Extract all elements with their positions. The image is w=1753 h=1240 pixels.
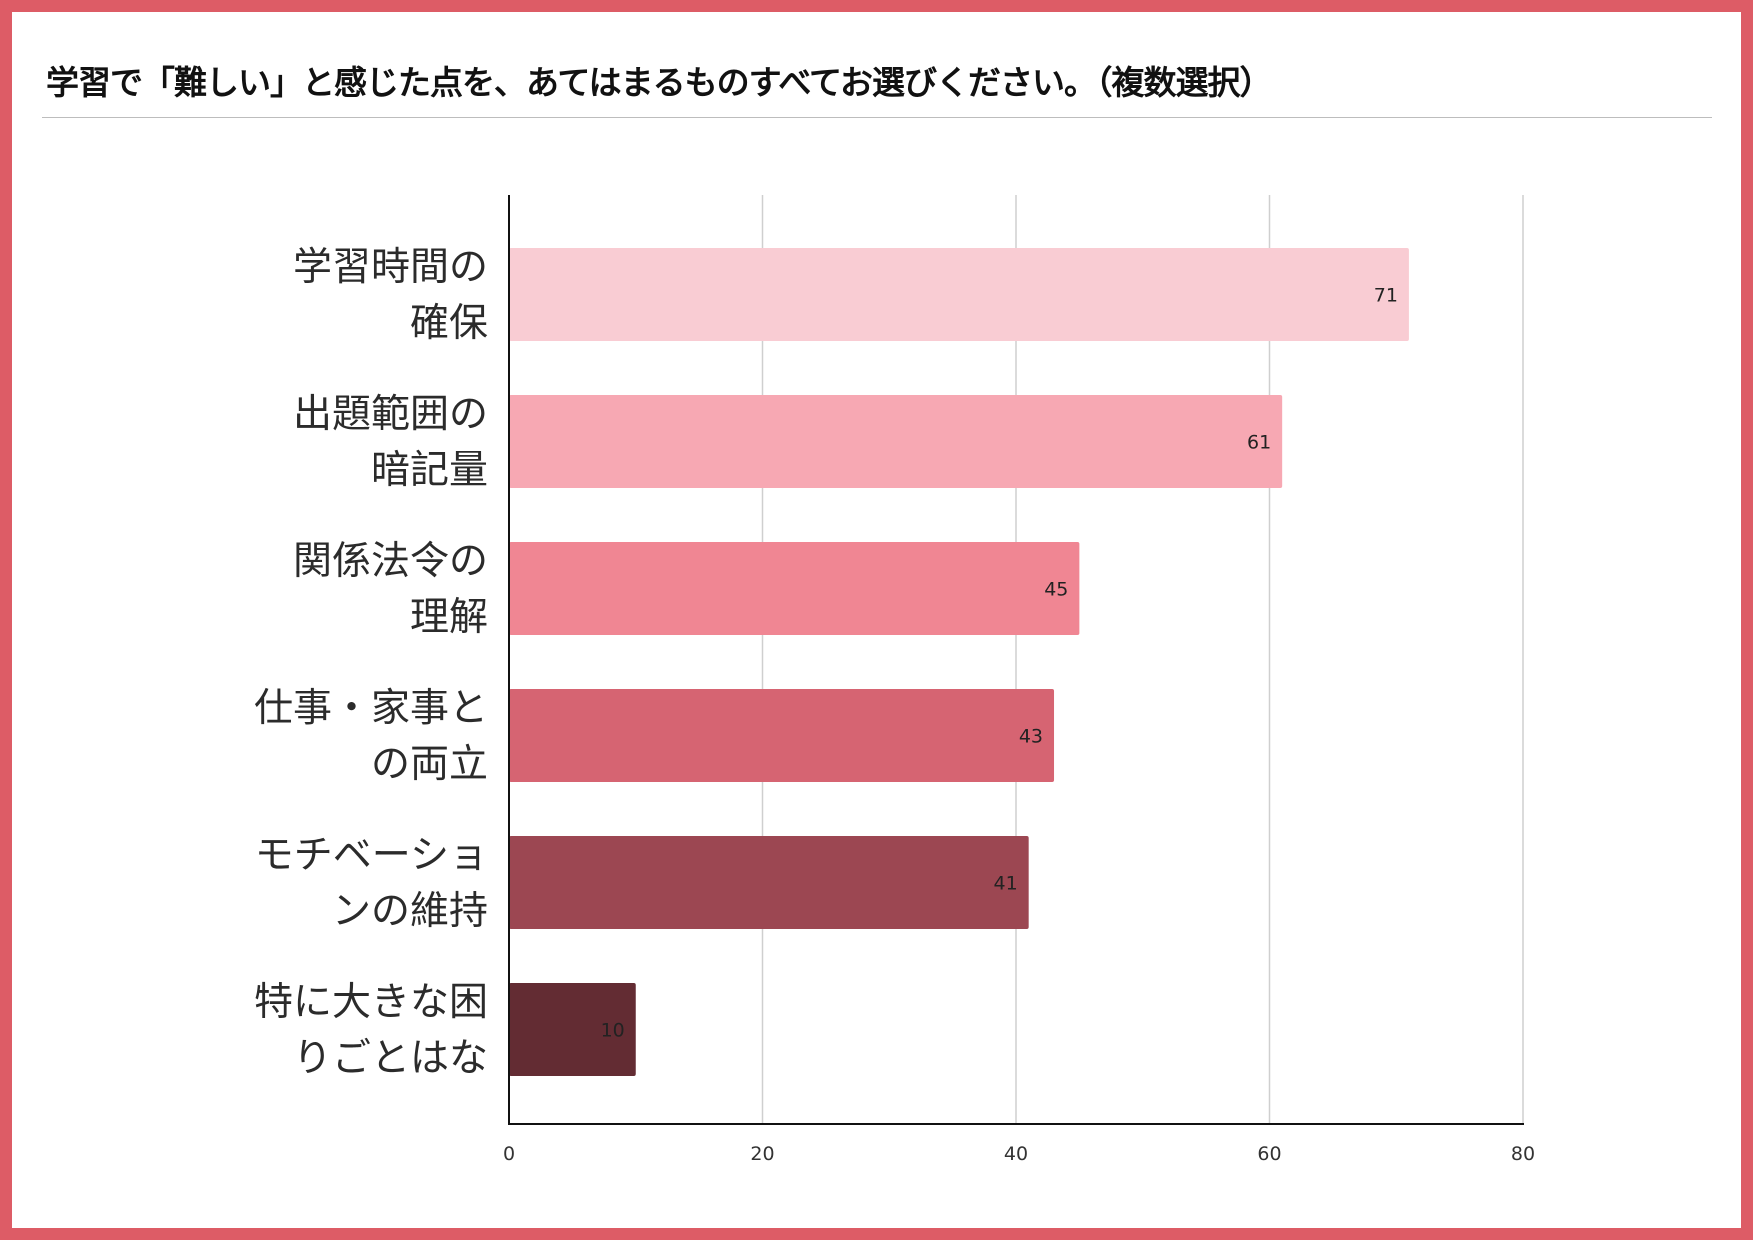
data-label-3: 45: [1044, 579, 1068, 601]
chart-title: 学習で「難しい」と感じた点を、あてはまるものすべてお選びください。（複数選択）: [46, 63, 1273, 102]
category-label-2-line-1: 出題範囲の: [293, 392, 488, 437]
category-label-1-line-1: 学習時間の: [293, 245, 488, 290]
category-label-6-line-1: 特に大きな困: [254, 980, 488, 1025]
title-divider: [42, 117, 1712, 118]
category-label-5-line-1: モチベーショ: [255, 833, 488, 878]
data-label-2: 61: [1247, 432, 1271, 454]
bar-4: [509, 689, 1055, 782]
data-label-6: 10: [601, 1020, 625, 1042]
x-tick-label-40: 40: [1004, 1143, 1028, 1165]
bar-1: [509, 248, 1409, 341]
category-label-5-line-2: ンの維持: [332, 889, 488, 934]
category-label-1-line-2: 確保: [410, 301, 488, 346]
category-label-4-line-2: の両立: [371, 742, 488, 787]
bar-5: [509, 836, 1029, 929]
x-tick-label-80: 80: [1511, 1143, 1535, 1165]
data-label-4: 43: [1019, 726, 1043, 748]
bar-6: [509, 983, 636, 1076]
bar-3: [509, 542, 1080, 635]
bar-2: [509, 395, 1283, 488]
category-label-6-line-2: りごとはな: [293, 1036, 488, 1081]
x-tick-label-0: 0: [503, 1143, 515, 1165]
category-label-4-line-1: 仕事・家事と: [254, 686, 488, 731]
x-tick-label-20: 20: [750, 1143, 774, 1165]
category-label-3-line-1: 関係法令の: [293, 539, 488, 584]
x-tick-label-60: 60: [1257, 1143, 1281, 1165]
data-label-1: 71: [1374, 285, 1398, 307]
category-label-3-line-2: 理解: [410, 595, 488, 640]
category-label-2-line-2: 暗記量: [371, 448, 488, 493]
data-label-5: 41: [993, 873, 1017, 895]
